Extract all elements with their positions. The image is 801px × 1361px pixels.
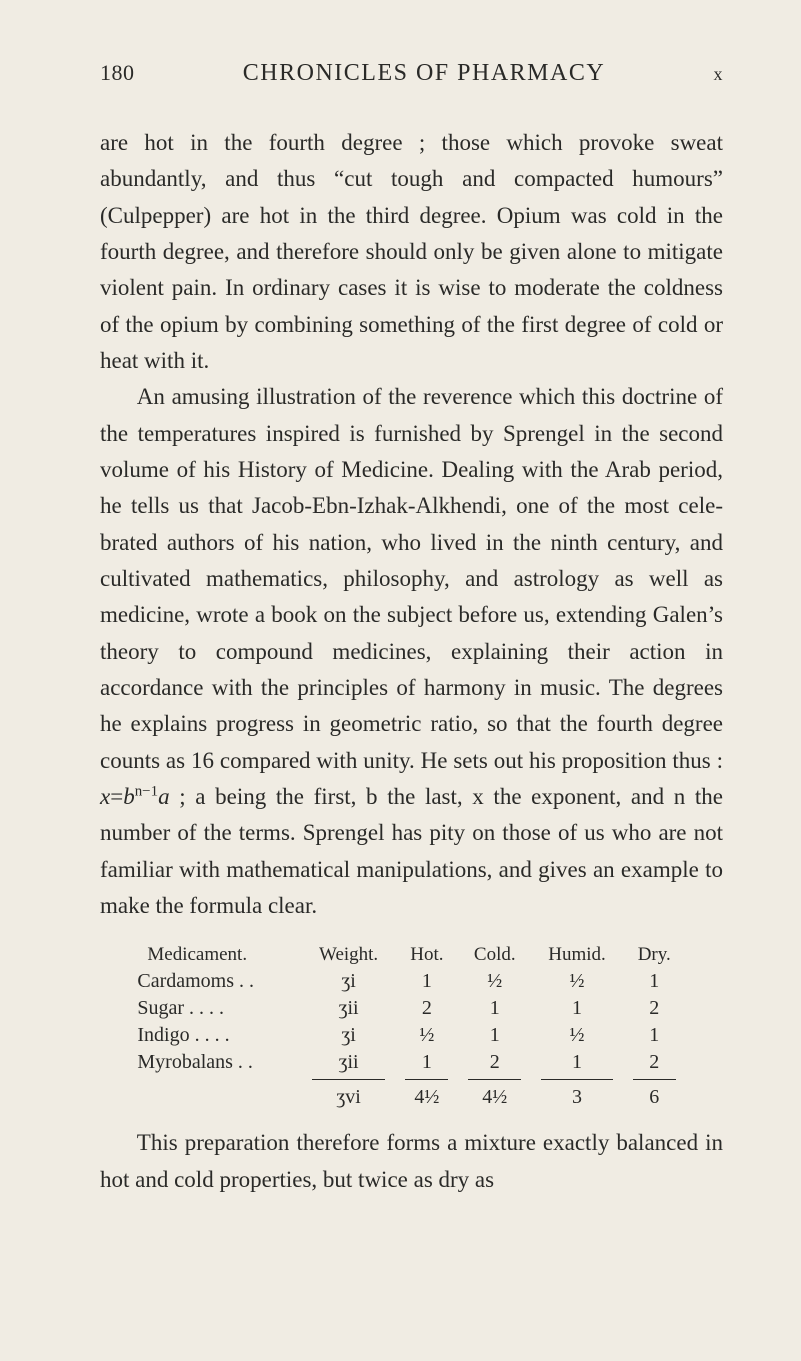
cell-cold: 1 — [458, 1022, 531, 1049]
cell-dry: 2 — [623, 995, 686, 1022]
page-number: 180 — [100, 60, 135, 86]
table-rule-row — [137, 1076, 685, 1084]
total-label — [137, 1084, 301, 1111]
cell-dry: 1 — [623, 1022, 686, 1049]
total-humid: 3 — [531, 1084, 623, 1111]
body-text-after-table: This preparation therefore forms a mixtu… — [100, 1125, 723, 1198]
table-header-row: Medicament. Weight. Hot. Cold. Humid. Dr… — [137, 942, 685, 968]
formula-a: a — [158, 784, 170, 809]
cell-cold: ½ — [458, 968, 531, 995]
table-row: Indigo . . . . ʒi ½ 1 ½ 1 — [137, 1022, 685, 1049]
paragraph-2: An amusing illustration of the reverence… — [100, 379, 723, 924]
para2-part-b: ; a being the first, b the last, x the e… — [100, 784, 723, 918]
cell-weight: ʒii — [302, 995, 396, 1022]
cell-label: Indigo . . . . — [137, 1022, 301, 1049]
cell-label: Cardamoms . . — [137, 968, 301, 995]
cell-label: Sugar . . . . — [137, 995, 301, 1022]
rule-cell — [623, 1076, 686, 1084]
cell-weight: ʒii — [302, 1049, 396, 1076]
body-text: are hot in the fourth degree ; those whi… — [100, 125, 723, 924]
cell-humid: ½ — [531, 1022, 623, 1049]
rule-cell — [458, 1076, 531, 1084]
col-hot: Hot. — [395, 942, 458, 968]
total-hot: 4½ — [395, 1084, 458, 1111]
cell-hot: 1 — [395, 968, 458, 995]
cell-weight: ʒi — [302, 1022, 396, 1049]
cell-cold: 2 — [458, 1049, 531, 1076]
cell-label: Myrobalans . . — [137, 1049, 301, 1076]
rule-cell — [302, 1076, 396, 1084]
cell-humid: ½ — [531, 968, 623, 995]
col-cold: Cold. — [458, 942, 531, 968]
cell-cold: 1 — [458, 995, 531, 1022]
medicament-table: Medicament. Weight. Hot. Cold. Humid. Dr… — [137, 942, 685, 1111]
col-dry: Dry. — [623, 942, 686, 968]
running-title: CHRONICLES OF PHARMACY — [135, 60, 714, 87]
formula-exponent: n−1 — [135, 783, 158, 799]
total-weight: ʒvi — [302, 1084, 396, 1111]
cell-dry: 2 — [623, 1049, 686, 1076]
col-medicament: Medicament. — [137, 942, 301, 968]
rule-cell — [531, 1076, 623, 1084]
chapter-numeral: x — [714, 64, 724, 85]
formula-b: b — [123, 784, 135, 809]
cell-hot: ½ — [395, 1022, 458, 1049]
cell-weight: ʒi — [302, 968, 396, 995]
total-dry: 6 — [623, 1084, 686, 1111]
cell-humid: 1 — [531, 995, 623, 1022]
para2-part-a: An amusing illustration of the reverence… — [100, 384, 723, 772]
cell-hot: 2 — [395, 995, 458, 1022]
formula-eq: = — [110, 784, 123, 809]
cell-humid: 1 — [531, 1049, 623, 1076]
col-weight: Weight. — [302, 942, 396, 968]
table-row: Myrobalans . . ʒii 1 2 1 2 — [137, 1049, 685, 1076]
cell-hot: 1 — [395, 1049, 458, 1076]
formula-x: x — [100, 784, 110, 809]
paragraph-3: This preparation therefore forms a mixtu… — [100, 1125, 723, 1198]
paragraph-1: are hot in the fourth degree ; those whi… — [100, 125, 723, 379]
table-row: Sugar . . . . ʒii 2 1 1 2 — [137, 995, 685, 1022]
running-head: 180 CHRONICLES OF PHARMACY x — [100, 60, 723, 87]
rule-cell — [395, 1076, 458, 1084]
cell-dry: 1 — [623, 968, 686, 995]
table-totals-row: ʒvi 4½ 4½ 3 6 — [137, 1084, 685, 1111]
total-cold: 4½ — [458, 1084, 531, 1111]
table-row: Cardamoms . . ʒi 1 ½ ½ 1 — [137, 968, 685, 995]
col-humid: Humid. — [531, 942, 623, 968]
